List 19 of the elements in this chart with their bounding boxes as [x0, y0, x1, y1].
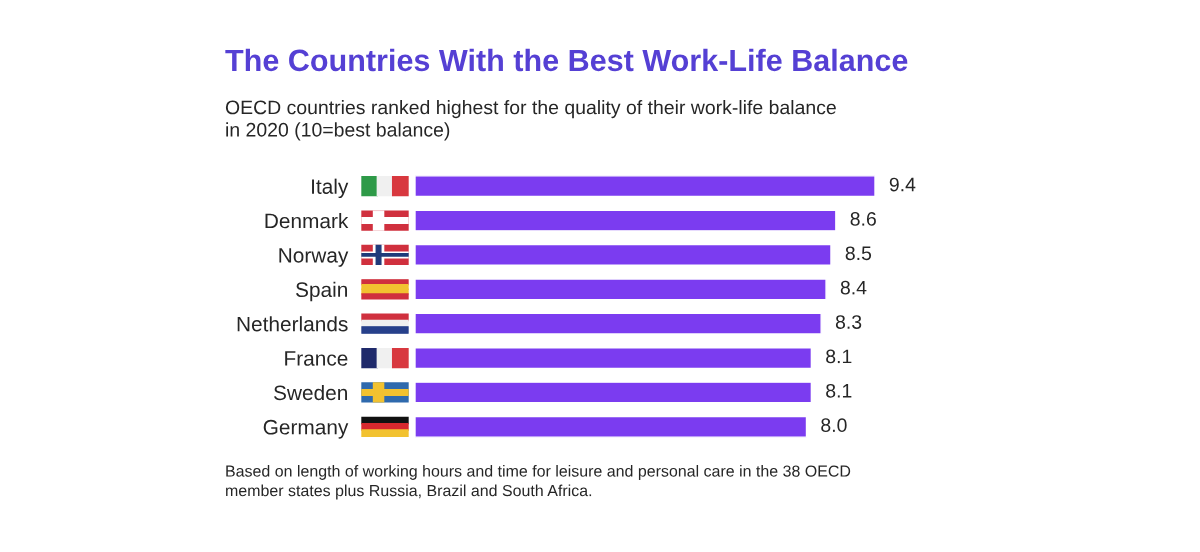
y-tick-label: Spain	[296, 281, 347, 302]
y-tick-label: Italy	[312, 178, 349, 199]
y-tick-label: Sweden	[274, 384, 347, 401]
y-tick-label: France	[285, 351, 348, 366]
text: Based on length of working hours and time for leisure and personal care in the 38 OECD member states plus Russia, Brazil and South Africa.	[226, 465, 851, 500]
data-label: 8.6	[850, 212, 876, 226]
chart-subtitle: OECD countries ranked highest for the quality of their work-life balance in 2020 (10=best balance)	[225, 100, 836, 141]
data-label: 8.3	[835, 315, 862, 329]
data-label: 8.5	[845, 246, 872, 261]
y-tick-label: Netherlands	[237, 316, 348, 332]
data-label: 8.4	[840, 280, 867, 295]
y-tick-label: Denmark	[265, 213, 349, 229]
y-tick-label: Norway	[279, 248, 349, 267]
data-label: 8.1	[826, 383, 852, 398]
chart-title: The Countries With the Best Work-Life Balance	[225, 48, 908, 72]
data-label: 8.1	[826, 349, 852, 364]
data-label: 8.0	[821, 418, 847, 433]
data-label: 9.4	[889, 177, 916, 192]
y-tick-label: Germany	[263, 419, 349, 439]
